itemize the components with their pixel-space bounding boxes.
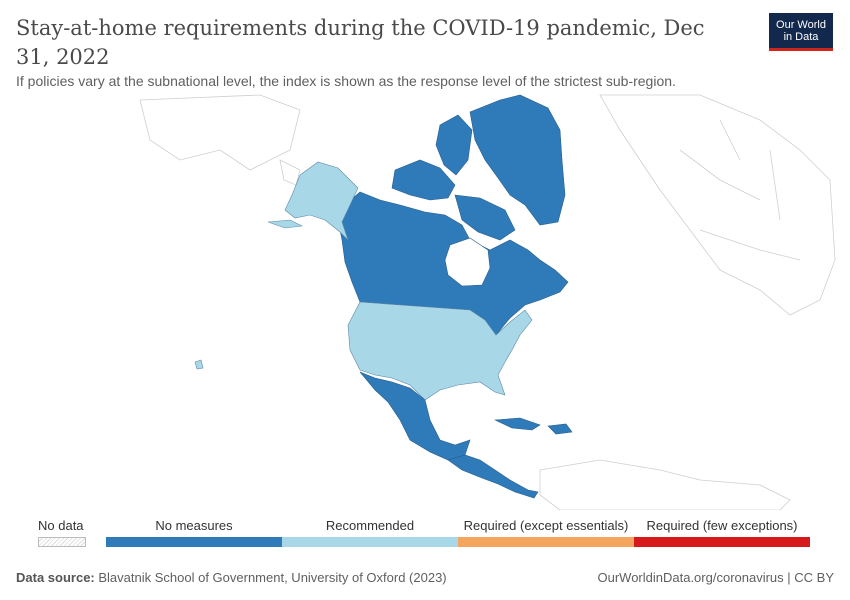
- region-canada-islands-3: [454, 194, 516, 241]
- logo-line-1: Our World: [776, 19, 826, 31]
- siberia-islands-outline: [279, 159, 301, 186]
- legend-no-data-label: No data: [38, 518, 84, 533]
- region-alaska: [284, 161, 359, 241]
- russia-outline: [139, 94, 301, 171]
- south-america-outline: [539, 459, 791, 510]
- europe-inner-lines: [679, 119, 801, 261]
- legend-label-recommended: Recommended: [325, 518, 415, 533]
- footer-source: Data source: Blavatnik School of Governm…: [16, 570, 447, 585]
- legend-label-required-few: Required (few exceptions): [646, 518, 798, 533]
- region-canada-islands-1: [435, 114, 473, 176]
- europe-outline: [599, 94, 836, 316]
- legend: No data No measures Recommended Required…: [0, 515, 850, 555]
- region-mexico: [359, 371, 471, 461]
- no-data-land: [139, 94, 836, 510]
- legend-no-data-swatch[interactable]: [38, 537, 86, 547]
- region-united-states: [347, 301, 533, 401]
- region-canada-islands-2: [391, 159, 456, 201]
- footer-link[interactable]: OurWorldinData.org/coronavirus | CC BY: [597, 570, 834, 585]
- footer-source-label: Data source:: [16, 570, 95, 585]
- region-caribbean-cuba: [493, 417, 541, 431]
- legend-bar-required-few[interactable]: [634, 537, 810, 547]
- region-hawaii: [194, 359, 204, 370]
- region-central-america: [447, 454, 539, 499]
- owid-logo[interactable]: Our World in Data: [769, 13, 833, 51]
- legend-label-required-except: Required (except essentials): [463, 518, 629, 533]
- footer-source-text[interactable]: Blavatnik School of Government, Universi…: [98, 570, 447, 585]
- chart-subtitle: If policies vary at the subnational leve…: [16, 73, 676, 89]
- logo-line-2: in Data: [783, 31, 819, 43]
- hudson-bay: [444, 237, 491, 287]
- legend-bar-required-except[interactable]: [458, 537, 634, 547]
- map: [139, 94, 836, 510]
- legend-bar-no-measures[interactable]: [106, 537, 282, 547]
- region-alaska-aleutians: [267, 219, 304, 229]
- legend-bar-recommended[interactable]: [282, 537, 458, 547]
- region-caribbean-hispaniola: [547, 423, 573, 435]
- chart-title: Stay-at-home requirements during the COV…: [16, 16, 705, 69]
- legend-label-no-measures: No measures: [155, 518, 233, 533]
- region-greenland: [469, 94, 566, 226]
